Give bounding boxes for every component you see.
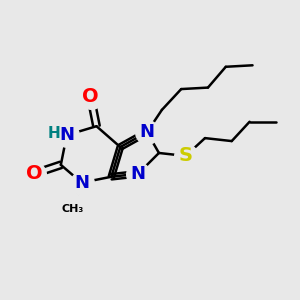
Text: N: N [140, 123, 154, 141]
Text: N: N [59, 126, 74, 144]
Text: CH₃: CH₃ [61, 204, 84, 214]
Text: N: N [130, 165, 146, 183]
Text: O: O [26, 164, 42, 183]
Text: S: S [179, 146, 193, 165]
Text: H: H [48, 126, 61, 141]
Text: O: O [82, 87, 99, 106]
Text: N: N [74, 174, 89, 192]
